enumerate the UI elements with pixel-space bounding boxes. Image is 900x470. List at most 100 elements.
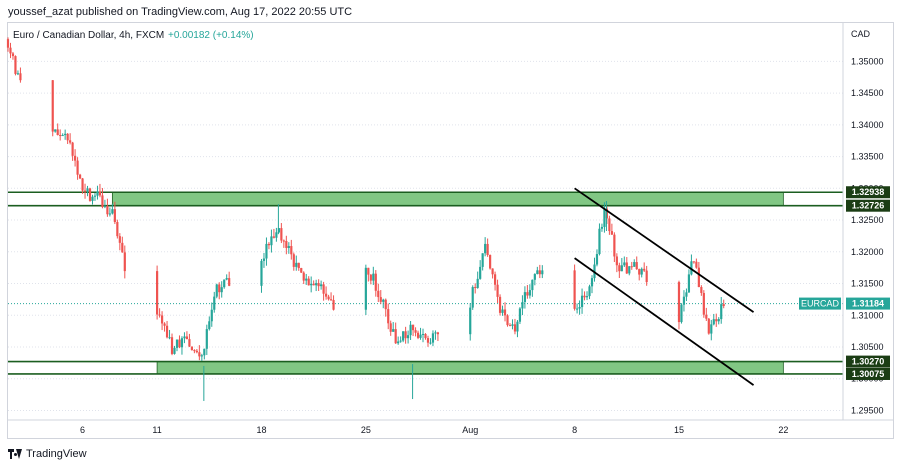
candle-body [218,284,221,293]
candle-body [56,129,59,136]
candle-body [493,274,497,285]
candle-body [585,296,589,298]
candle-body [402,331,405,341]
candle-body [533,274,536,280]
candle-body [620,265,623,272]
price-tick-label: 1.34500 [851,88,884,98]
candle-body [523,292,527,303]
candle-body [695,261,698,268]
footer-brand[interactable]: TradingView [8,448,87,460]
candle-body [613,234,616,257]
candle-body [491,268,494,275]
candle-body [603,208,606,227]
candle-body [165,325,169,338]
candle-body [692,261,695,263]
candle-body [297,262,300,269]
candle-body [407,335,410,339]
candle-body [521,302,524,309]
candle-body [486,243,489,256]
candle-body [707,318,710,334]
time-tick-label: 6 [80,425,85,435]
candle-body [687,274,691,293]
candle-body [93,195,97,197]
time-axis[interactable]: 6 11 18 25 Aug 8 15 22 [80,425,788,435]
candle-body [88,188,92,201]
channel-trendline [574,257,755,386]
candle-body [305,278,308,281]
candle-body [78,174,82,179]
chart-title: Euro / Canadian Dollar, 4h, FXCM [13,30,164,41]
candle-body [387,309,390,324]
candle-body [618,265,621,272]
candle-body [421,333,425,335]
candle-body [290,246,293,255]
candle-body [610,231,613,235]
candle-body [513,324,517,332]
candle-body [200,355,203,357]
candle-body [160,315,164,324]
candle-body [590,278,594,287]
candle-body [11,53,15,57]
candle-body [481,253,484,267]
candle-body [322,284,325,294]
candle-body [168,337,171,339]
channel-trendline [574,187,755,313]
candle-body [474,287,477,289]
candle-body [188,339,191,347]
candle-body [434,332,437,334]
candle-body [404,331,407,339]
candle-body [71,142,74,156]
candle-body [103,206,107,208]
candle-body [287,246,290,248]
candle-layer [6,37,725,401]
candle-body [16,73,20,75]
candle-body [528,290,531,296]
candle-body [633,262,636,267]
candle-body [506,315,509,326]
candle-body [384,299,387,310]
chart-frame[interactable] [7,22,894,439]
candle-body [608,218,611,232]
candle-body [409,324,412,336]
trendline-layer [574,187,755,386]
candle-body [399,340,402,342]
candle-body [680,304,683,323]
candle-body [573,270,576,309]
price-tick-label: 1.31500 [851,279,884,289]
candle-body [638,269,641,275]
candle-body [411,324,415,331]
candle-body [69,140,72,143]
candle-body [367,267,370,275]
candle-body [511,324,514,326]
candle-body [518,308,522,322]
candle-body [431,333,435,343]
candle-body [220,287,223,293]
candle-body [541,270,544,275]
candle-body [300,268,303,273]
candle-body [185,336,189,340]
candle-body [397,341,400,344]
candle-body [54,129,57,132]
candle-body [270,236,273,246]
price-change: +0.00182 (+0.14%) [168,30,254,41]
candle-body [210,309,213,322]
time-tick-label: 22 [778,425,788,435]
candle-body [501,309,504,313]
candle-body [329,299,333,301]
candle-body [320,284,323,287]
candle-body [382,299,385,302]
candle-body [615,256,618,266]
candle-body [419,334,422,338]
candle-body [364,267,367,310]
candle-body [113,209,116,223]
candle-body [498,296,502,313]
candle-body [14,56,17,74]
candle-body [51,80,54,132]
candle-body [307,278,310,286]
candle-body [111,209,114,214]
resistance-low-tag [846,199,890,212]
candle-body [640,268,643,275]
candle-body [369,274,372,281]
candle-body [317,283,320,287]
candlestick-chart[interactable]: 1.350001.345001.340001.335001.330001.325… [0,0,900,445]
